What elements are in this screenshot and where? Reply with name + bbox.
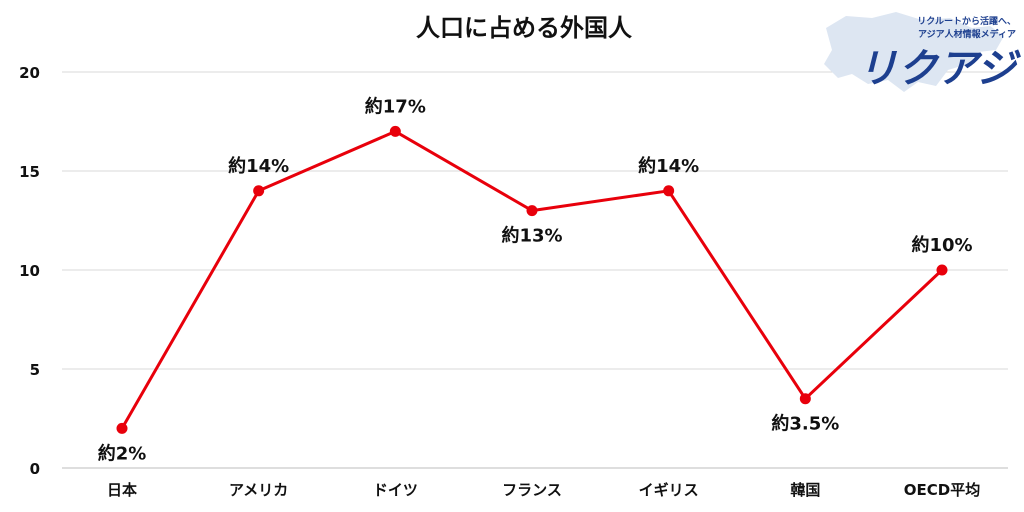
x-tick-label: ドイツ [373, 481, 418, 499]
x-tick-label: OECD平均 [904, 481, 980, 499]
y-tick-label: 5 [30, 361, 40, 379]
y-tick-label: 20 [19, 64, 40, 82]
y-tick-label: 10 [19, 262, 40, 280]
asia-map-icon [824, 12, 1004, 92]
recruit-asia-logo: リクルートから活躍へ、 アジア人材情報メディア リクアジ [824, 12, 1021, 92]
data-label: 約13% [501, 225, 562, 247]
x-axis-ticks: 日本 アメリカ ドイツ フランス イギリス 韓国 OECD平均 [107, 481, 980, 499]
logo-wordmark: リクアジ [858, 46, 1021, 92]
data-label: 約14% [228, 155, 289, 177]
data-label: 約17% [365, 95, 426, 117]
y-tick-label: 15 [19, 163, 40, 181]
x-tick-label: 日本 [107, 481, 137, 499]
data-point [116, 422, 128, 434]
x-tick-label: フランス [502, 481, 562, 499]
data-label: 約2% [98, 442, 147, 464]
grid-lines [62, 71, 1008, 370]
data-label: 約10% [911, 234, 972, 256]
data-point [663, 185, 675, 197]
data-label: 約3.5% [771, 413, 839, 435]
data-point [389, 125, 401, 137]
x-tick-label: イギリス [639, 481, 699, 499]
data-label-group: 約2% 約14% 約17% 約13% 約14% 約3.5% 約10% [98, 95, 973, 464]
series-line-group [116, 125, 948, 434]
data-point [936, 264, 948, 276]
data-point [253, 185, 265, 197]
y-tick-label: 0 [30, 460, 40, 478]
chart-title: 人口に占める外国人 [416, 14, 632, 42]
data-label: 約14% [638, 155, 699, 177]
data-point [526, 205, 538, 217]
x-tick-label: アメリカ [229, 481, 288, 499]
x-tick-label: 韓国 [790, 481, 820, 499]
logo-tagline-1: リクルートから活躍へ、 [917, 15, 1016, 27]
logo-tagline-2: アジア人材情報メディア [918, 28, 1016, 40]
y-axis-ticks: 0 5 10 15 20 [19, 64, 40, 478]
data-point [799, 393, 811, 405]
